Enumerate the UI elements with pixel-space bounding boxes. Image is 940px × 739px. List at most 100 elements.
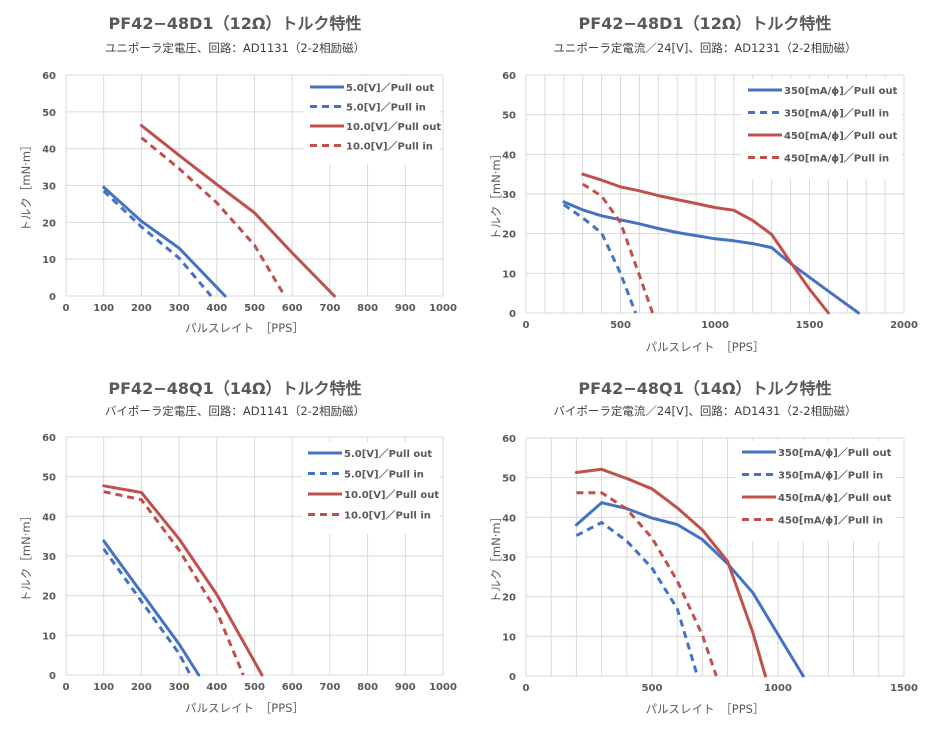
x-tick-label: 500 — [244, 303, 265, 314]
x-tick-label: 500 — [244, 682, 265, 693]
series-line-red-pull-out — [574, 467, 767, 678]
legend-label: 450[mA/ϕ]／Pull out — [784, 129, 898, 142]
y-axis-label: トルク［mN·m］ — [489, 511, 503, 603]
x-tick-label: 100 — [93, 682, 114, 693]
series-line-blue-pull-out — [562, 200, 861, 315]
y-axis-label: トルク［mN·m］ — [19, 139, 33, 231]
y-tick-label: 30 — [502, 190, 516, 201]
legend-label: 450[mA/ϕ]／Pull in — [778, 514, 883, 527]
legend-label: 10.0[V]／Pull out — [346, 120, 441, 133]
legend-label: 350[mA/ϕ]／Pull out — [778, 446, 892, 459]
y-tick-label: 60 — [502, 434, 516, 445]
legend-label: 5.0[V]／Pull out — [344, 447, 432, 460]
x-tick-label: 1000 — [764, 683, 792, 694]
x-tick-label: 0 — [63, 682, 70, 693]
legend-label: 5.0[V]／Pull in — [346, 101, 426, 114]
x-tick-label: 900 — [395, 303, 416, 314]
y-tick-label: 60 — [502, 71, 516, 82]
x-tick-label: 700 — [319, 682, 340, 693]
series-group — [102, 484, 264, 677]
series-line-red-pull-in — [103, 490, 245, 676]
legend-background — [304, 76, 440, 164]
y-tick-labels: 0 10 20 30 40 50 60 — [42, 433, 56, 682]
x-tick-label: 300 — [169, 303, 190, 314]
x-tick-label: 200 — [131, 303, 152, 314]
series-group — [102, 124, 336, 298]
y-tick-label: 0 — [509, 672, 516, 683]
y-axis-label: トルク［mN·m］ — [489, 148, 503, 240]
y-tick-label: 50 — [502, 474, 516, 485]
chart-panel-48q1-bipolar-voltage: PF42−48Q1（14Ω）トルク特性 バイポーラ定電圧、回路：AD1141（2… — [0, 370, 470, 739]
x-tick-label: 1000 — [429, 682, 457, 693]
chart-title: PF42−48Q1（14Ω）トルク特性 — [108, 379, 362, 398]
x-tick-label: 300 — [169, 682, 190, 693]
chart-svg: 0 500 1000 1500 0 10 20 30 40 50 60 パルスレイト ［PPS］ トルク… — [489, 434, 918, 716]
legend-label: 5.0[V]／Pull out — [346, 81, 434, 94]
y-tick-label: 40 — [502, 150, 516, 161]
y-tick-label: 40 — [502, 513, 516, 524]
y-axis-label: トルク［mN·m］ — [19, 510, 33, 602]
y-tick-label: 0 — [49, 671, 56, 682]
x-tick-label: 100 — [93, 303, 114, 314]
chart-svg: 0 100 200 300 400 500 600 700 800 900 1000 0 10 20 30 4… — [19, 433, 457, 715]
series-line-blue-pull-in — [102, 548, 192, 676]
legend-label: 10.0[V]／Pull in — [344, 509, 431, 522]
series-line-red-pull-in — [140, 136, 286, 297]
x-tick-label: 0 — [63, 303, 70, 314]
series-line-red-pull-out — [139, 124, 336, 298]
legend-background — [742, 79, 902, 179]
x-tick-label: 400 — [206, 682, 227, 693]
y-tick-label: 30 — [42, 552, 56, 563]
legend-label: 350[mA/ϕ]／Pull in — [784, 107, 889, 120]
x-tick-label: 800 — [357, 682, 378, 693]
series-line-blue-pull-out — [102, 539, 201, 677]
y-tick-label: 60 — [42, 71, 56, 82]
x-tick-label: 1500 — [796, 320, 824, 331]
chart-subtitle: ユニポーラ定電流／24[V]、回路：AD1231（2-2相励磁） — [553, 41, 857, 55]
chart-subtitle: ユニポーラ定電圧、回路：AD1131（2-2相励磁） — [104, 41, 366, 55]
chart-title: PF42−48D1（12Ω）トルク特性 — [578, 14, 832, 33]
series-group — [562, 172, 861, 315]
x-axis-label: パルスレイト ［PPS］ — [185, 701, 304, 715]
x-tick-label: 400 — [206, 303, 227, 314]
y-tick-label: 10 — [502, 632, 516, 643]
x-tick-label: 200 — [131, 682, 152, 693]
y-tick-label: 10 — [42, 255, 56, 266]
y-tick-labels: 0 10 20 30 40 50 60 — [502, 71, 516, 320]
chart-subtitle: バイポーラ定電圧、回路：AD1141（2-2相励磁） — [104, 404, 366, 418]
y-tick-label: 20 — [502, 230, 516, 241]
x-axis-label: パルスレイト ［PPS］ — [185, 321, 304, 335]
series-line-red-pull-out — [581, 172, 830, 315]
x-tick-label: 800 — [357, 303, 378, 314]
y-tick-label: 30 — [42, 182, 56, 193]
chart-svg: 0 100 200 300 400 500 600 700 800 900 1000 0 10 20 30 4… — [19, 71, 457, 335]
x-tick-labels: 0 500 1000 1500 — [523, 683, 918, 694]
chart-panel-48d1-unipolar-voltage: PF42−48D1（12Ω）トルク特性 ユニポーラ定電圧、回路：AD1131（2… — [0, 0, 470, 369]
series-line-blue-pull-out — [574, 501, 805, 678]
chart-title: PF42−48Q1（14Ω）トルク特性 — [578, 379, 832, 398]
x-tick-label: 1000 — [701, 320, 729, 331]
x-tick-label: 500 — [642, 683, 663, 694]
x-tick-label: 900 — [395, 682, 416, 693]
legend-label: 10.0[V]／Pull out — [344, 488, 439, 501]
x-tick-label: 700 — [319, 303, 340, 314]
y-tick-labels: 0 10 20 30 40 50 60 — [502, 434, 516, 683]
legend-label: 350[mA/ϕ]／Pull in — [778, 469, 883, 482]
chart-panel-48d1-unipolar-current: PF42−48D1（12Ω）トルク特性 ユニポーラ定電流／24[V]、回路：AD… — [470, 0, 940, 369]
legend-label: 450[mA/ϕ]／Pull in — [784, 152, 889, 165]
legend-background — [302, 442, 440, 534]
series-line-red-pull-out — [102, 484, 264, 677]
chart-title: PF42−48D1（12Ω）トルク特性 — [108, 14, 362, 33]
series-line-blue-pull-in — [562, 203, 638, 314]
legend-label: 350[mA/ϕ]／Pull out — [784, 84, 898, 97]
x-tick-label: 2000 — [890, 320, 918, 331]
x-tick-label: 600 — [282, 682, 303, 693]
series-line-blue-pull-in — [575, 521, 699, 677]
y-tick-label: 40 — [42, 512, 56, 523]
x-tick-label: 0 — [523, 320, 530, 331]
y-tick-label: 50 — [42, 108, 56, 119]
series-group — [574, 467, 805, 678]
chart-panel-48q1-bipolar-current: PF42−48Q1（14Ω）トルク特性 バイポーラ定電流／24[V]、回路：AD… — [470, 370, 940, 739]
chart-svg: 0 500 1000 1500 2000 0 10 20 30 40 50 60 パルスレイト ［PPS… — [489, 71, 918, 354]
series-line-blue-pull-out — [102, 185, 227, 298]
